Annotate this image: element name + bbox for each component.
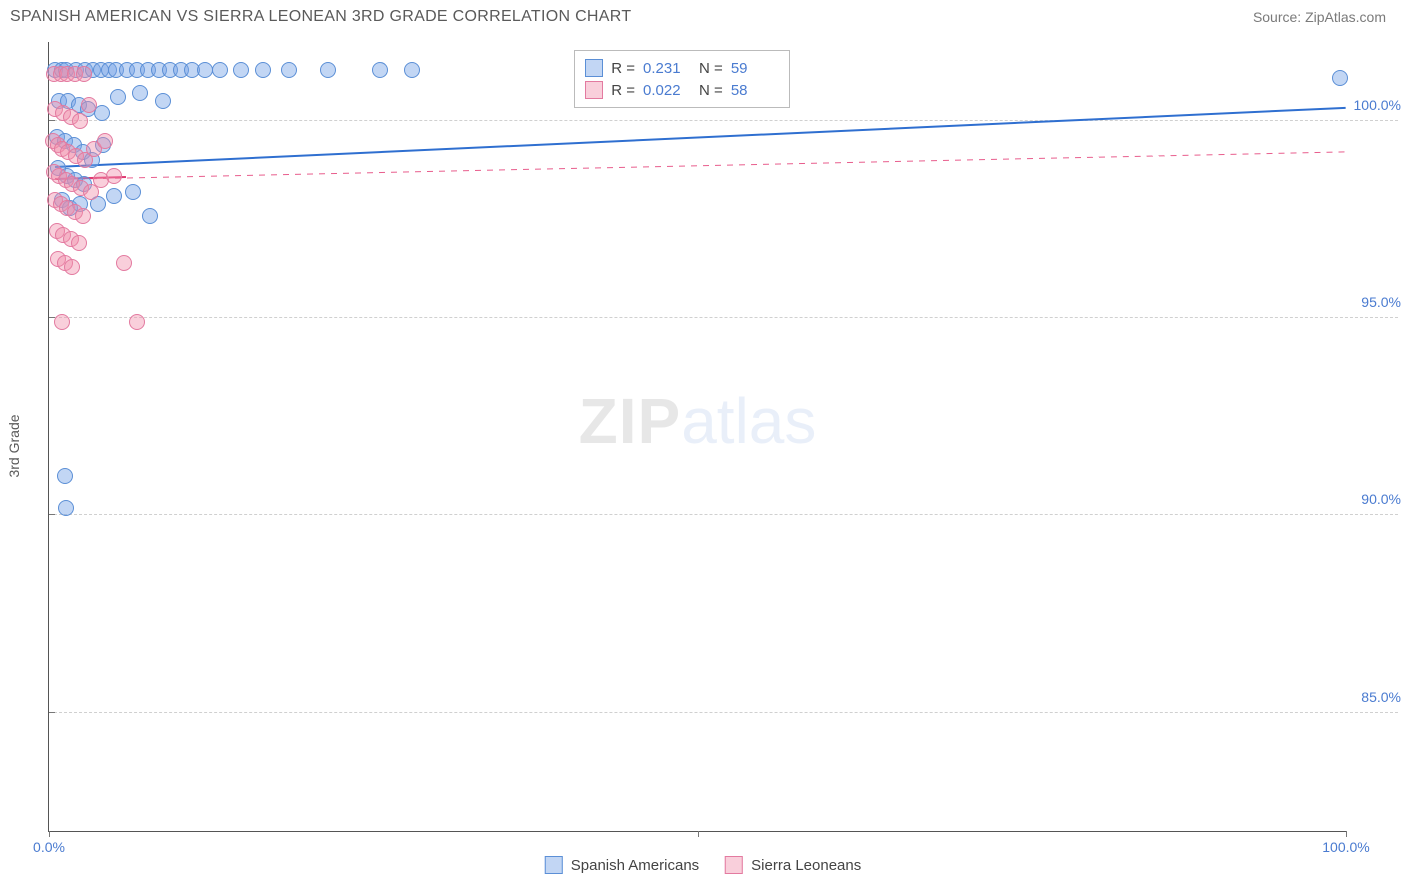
data-point [320, 62, 336, 78]
data-point [110, 89, 126, 105]
data-point [71, 235, 87, 251]
data-point [233, 62, 249, 78]
legend-swatch-icon [545, 856, 563, 874]
trend-line [55, 151, 1346, 180]
stats-box: R = 0.231 N = 59 R = 0.022 N = 58 [574, 50, 790, 108]
data-point [57, 468, 73, 484]
data-point [106, 188, 122, 204]
chart-title: SPANISH AMERICAN VS SIERRA LEONEAN 3RD G… [10, 8, 631, 26]
legend-item: Sierra Leoneans [725, 856, 861, 874]
stat-r-label: R = [611, 82, 635, 99]
source-label: Source: ZipAtlas.com [1253, 9, 1386, 25]
stat-n-value: 59 [731, 60, 779, 77]
data-point [404, 62, 420, 78]
y-tick-label: 100.0% [1354, 97, 1401, 113]
y-tick-label: 90.0% [1361, 491, 1401, 507]
stat-r-value: 0.231 [643, 60, 691, 77]
data-point [132, 85, 148, 101]
data-point [1332, 70, 1348, 86]
data-point [255, 62, 271, 78]
stat-n-label: N = [699, 60, 723, 77]
series-swatch-icon [585, 81, 603, 99]
data-point [212, 62, 228, 78]
legend-label: Spanish Americans [571, 857, 699, 874]
y-axis-title: 3rd Grade [6, 414, 22, 477]
gridline [49, 120, 1398, 121]
data-point [58, 500, 74, 516]
legend-item: Spanish Americans [545, 856, 699, 874]
data-point [116, 255, 132, 271]
legend-swatch-icon [725, 856, 743, 874]
data-point [142, 208, 158, 224]
data-point [54, 314, 70, 330]
stat-n-label: N = [699, 82, 723, 99]
y-tick-label: 95.0% [1361, 294, 1401, 310]
gridline [49, 514, 1398, 515]
stat-n-value: 58 [731, 82, 779, 99]
data-point [76, 66, 92, 82]
trend-line [55, 107, 1346, 168]
gridline [49, 317, 1398, 318]
data-point [64, 259, 80, 275]
data-point [72, 113, 88, 129]
stats-row: R = 0.231 N = 59 [585, 57, 779, 79]
data-point [372, 62, 388, 78]
gridline [49, 712, 1398, 713]
data-point [155, 93, 171, 109]
data-point [129, 314, 145, 330]
x-tick-label: 0.0% [33, 839, 65, 855]
legend-label: Sierra Leoneans [751, 857, 861, 874]
data-point [81, 97, 97, 113]
data-point [97, 133, 113, 149]
series-swatch-icon [585, 59, 603, 77]
legend: Spanish Americans Sierra Leoneans [545, 856, 861, 874]
data-point [197, 62, 213, 78]
stat-r-value: 0.022 [643, 82, 691, 99]
data-point [281, 62, 297, 78]
stats-row: R = 0.022 N = 58 [585, 79, 779, 101]
data-point [125, 184, 141, 200]
chart-plot-area: ZIPatlas 85.0%90.0%95.0%100.0%0.0%100.0%… [48, 42, 1346, 832]
x-tick-label: 100.0% [1322, 839, 1369, 855]
y-tick-label: 85.0% [1361, 689, 1401, 705]
watermark: ZIPatlas [579, 384, 817, 458]
data-point [106, 168, 122, 184]
stat-r-label: R = [611, 60, 635, 77]
data-point [75, 208, 91, 224]
